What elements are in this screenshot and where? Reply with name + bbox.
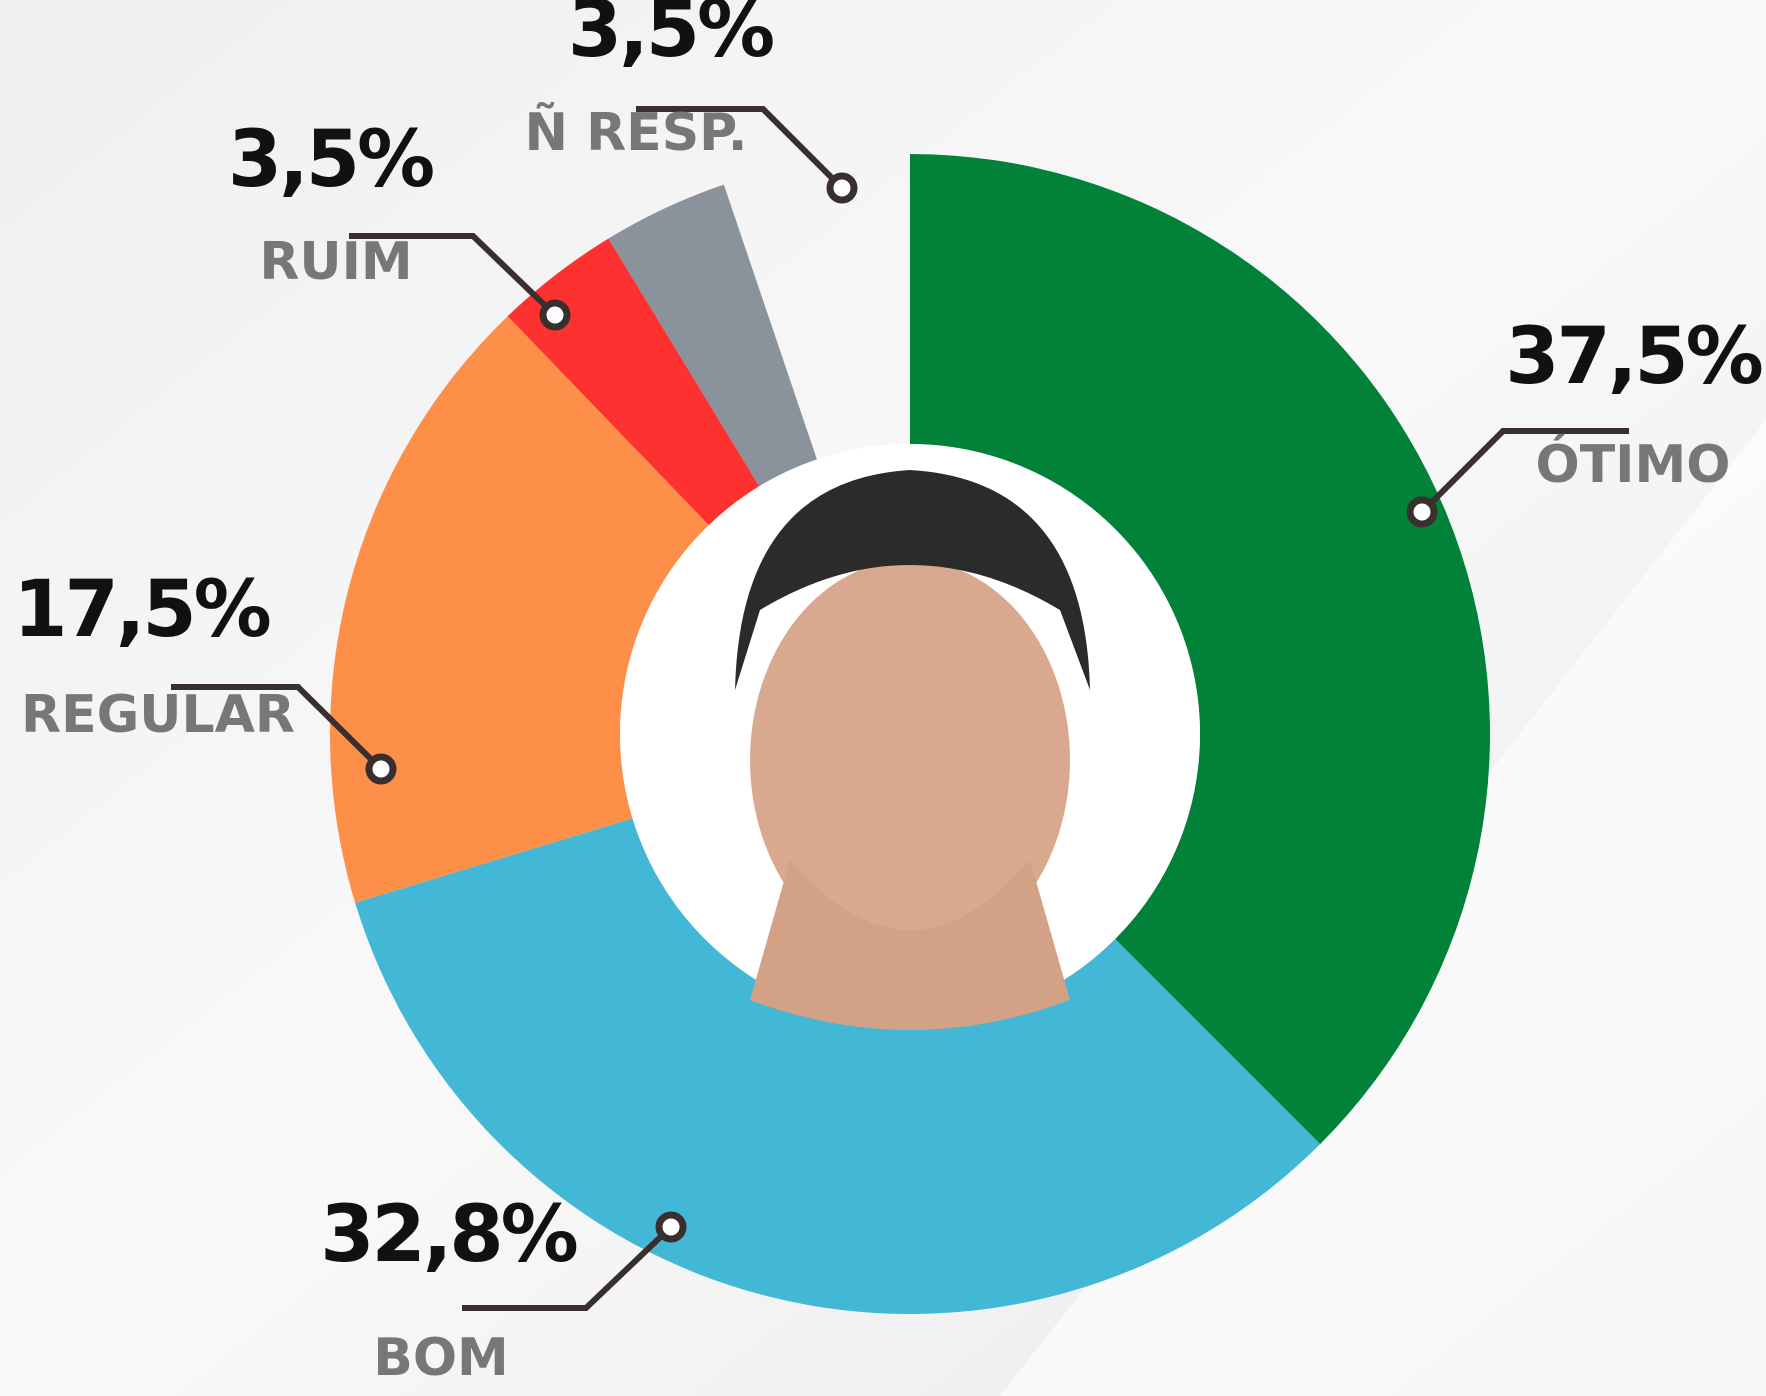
value-label: 3,5% [568,0,773,75]
category-label: BOM [373,1328,509,1388]
leader-dot [830,176,854,200]
value-label: 37,5% [1505,312,1761,402]
category-label: ÓTIMO [1536,433,1731,495]
value-label: 17,5% [13,565,269,655]
leader-dot [543,303,567,327]
category-label: RUIM [259,232,412,292]
leader-dot [659,1215,683,1239]
portrait [735,470,1090,1030]
value-label: 3,5% [228,115,433,205]
chart: 37,5% ÓTIMO 32,8% BOM 17,5% REGULAR 3,5% RUIM 3,… [0,0,1766,1396]
category-label: Ñ RESP. [525,102,748,163]
leader-dot [1410,500,1434,524]
category-label: REGULAR [21,685,295,745]
page: 37,5% ÓTIMO 32,8% BOM 17,5% REGULAR 3,5% RUIM 3,… [0,0,1766,1396]
value-label: 32,8% [320,1190,576,1280]
leader-dot [369,757,393,781]
